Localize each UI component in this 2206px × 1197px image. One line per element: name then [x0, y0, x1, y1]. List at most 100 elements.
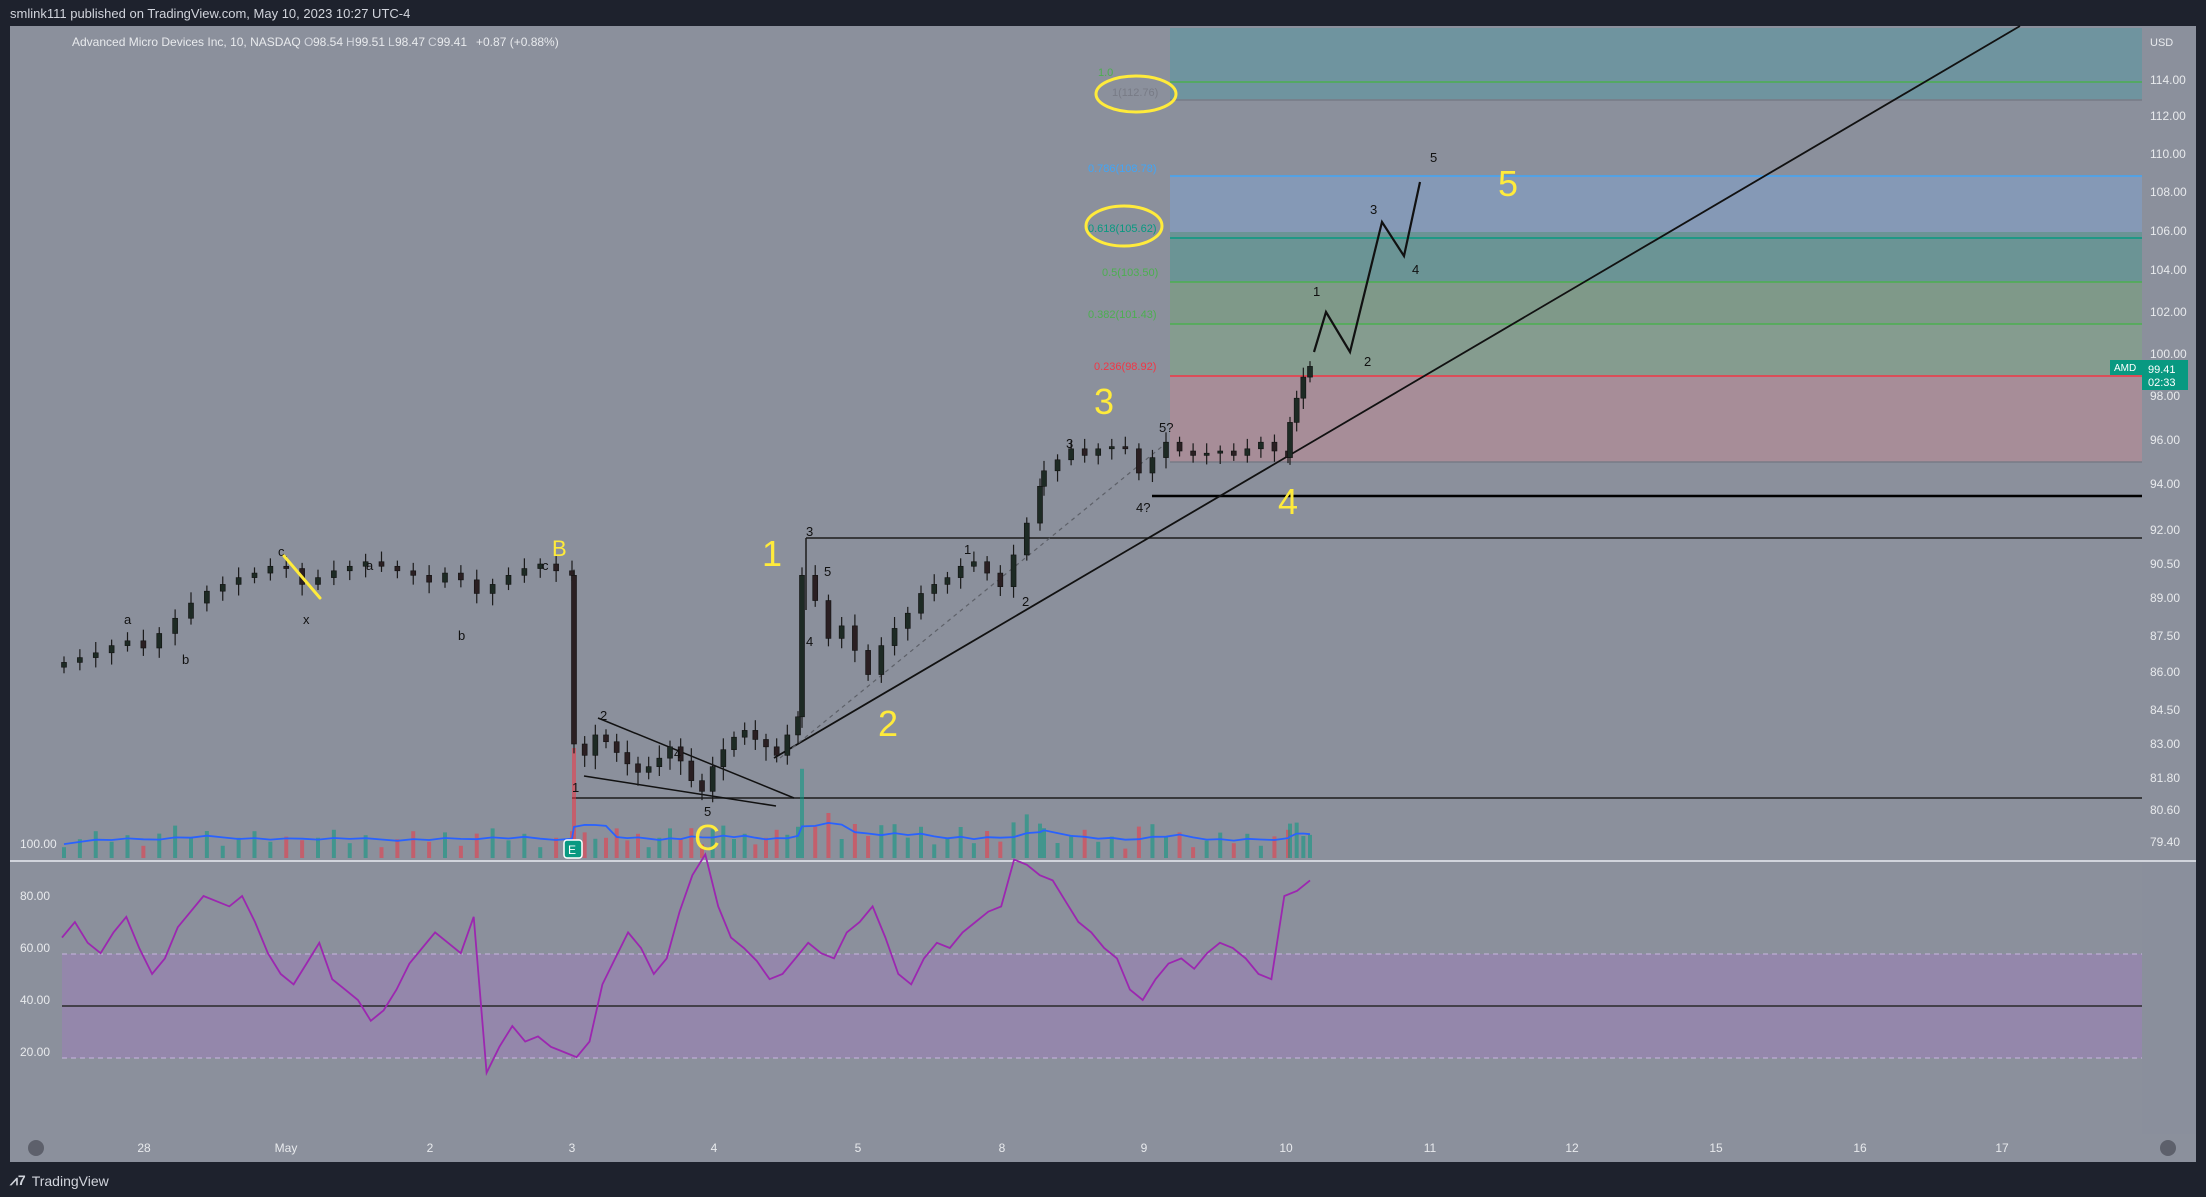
- rsi-scale[interactable]: 100.00 80.00 60.00 40.00 20.00: [20, 837, 57, 1059]
- candle-body: [489, 584, 496, 594]
- candle-body: [458, 572, 464, 581]
- candle-body: [1010, 554, 1017, 587]
- fib-label-618: 0.618(105.62): [1088, 223, 1157, 235]
- candle-body: [731, 736, 737, 750]
- volume-bar: [62, 847, 66, 858]
- volume-bar: [742, 833, 747, 858]
- yellow-slash-mark: [282, 554, 322, 600]
- volume-bar: [93, 831, 98, 858]
- tradingview-brand[interactable]: ⩘7 TradingView: [10, 1172, 109, 1189]
- time-axis-background[interactable]: [10, 1134, 2196, 1162]
- volume-bar: [443, 832, 447, 858]
- volume-bar: [1038, 823, 1042, 858]
- volume-bar: [347, 843, 352, 858]
- candle-body: [156, 633, 163, 649]
- volume-bar: [985, 831, 990, 858]
- time-tick-label: 16: [1853, 1141, 1867, 1155]
- volume-bar: [157, 833, 162, 858]
- volume-bar: [1191, 847, 1196, 858]
- time-tick-label: 9: [1141, 1141, 1148, 1155]
- volume-bar: [300, 840, 305, 858]
- volume-bar: [554, 837, 559, 858]
- volume-bar: [522, 833, 527, 858]
- time-axis[interactable]: 28 May 2 3 4 5 8 9 10 11 12 15 16 17: [137, 1141, 2009, 1155]
- fib-label-786: 0.786(108.78): [1088, 163, 1157, 175]
- fib-zone-5: [1170, 282, 2142, 324]
- candle-body: [1287, 422, 1293, 458]
- scroll-right-button[interactable]: [2160, 1140, 2176, 1156]
- candle-body: [1095, 448, 1102, 456]
- price-tick-label: 80.60: [2150, 803, 2180, 817]
- legend-h-label: H: [346, 35, 355, 49]
- time-tick-label: 28: [137, 1141, 151, 1155]
- candle-body: [613, 741, 620, 753]
- price-tick-label: 94.00: [2150, 477, 2180, 491]
- earnings-marker[interactable]: [563, 839, 583, 859]
- candle-body: [1037, 485, 1043, 524]
- volume-bar: [141, 845, 146, 858]
- candle-body: [1054, 459, 1061, 472]
- volume-bar: [852, 824, 857, 858]
- volume-bar: [866, 836, 871, 858]
- volume-bar: [593, 838, 598, 858]
- volume-bar: [173, 825, 178, 858]
- candle-body: [812, 575, 819, 601]
- candle-body: [878, 645, 885, 675]
- candle-body: [1122, 446, 1129, 450]
- candle-body: [235, 577, 242, 585]
- yellow-circle-target: [1094, 74, 1178, 114]
- price-pane[interactable]: [10, 26, 2142, 860]
- volume-bar: [646, 847, 651, 858]
- candle-body: [1244, 448, 1251, 456]
- candle-body: [1190, 450, 1196, 456]
- volume-bar: [800, 768, 804, 858]
- volume-bar: [189, 837, 193, 858]
- legend-change: +0.87 (+0.88%): [476, 35, 559, 49]
- bar-countdown: 02:33: [2148, 377, 2176, 389]
- wedge-upper: [597, 717, 795, 799]
- candle-body: [362, 561, 369, 567]
- candle-body: [931, 584, 938, 594]
- volume-bar: [236, 837, 241, 858]
- time-tick-label: 17: [1995, 1141, 2009, 1155]
- volume-bar: [363, 835, 368, 858]
- price-tick-label: 83.00: [2150, 737, 2180, 751]
- volume-bar: [1011, 822, 1016, 858]
- candles: [61, 361, 1313, 803]
- candle-body: [188, 602, 194, 619]
- price-tick-label: 110.00: [2150, 147, 2186, 161]
- volume-bar: [636, 833, 640, 858]
- scroll-left-button[interactable]: [28, 1140, 44, 1156]
- price-tick-label: 89.00: [2150, 591, 2180, 605]
- candle-body: [891, 628, 898, 646]
- volume-bar: [1218, 832, 1223, 858]
- volume-bar: [1301, 836, 1306, 858]
- price-tick-label: 96.00: [2150, 433, 2180, 447]
- volume-bar: [1096, 841, 1101, 858]
- handwritten-wave-b: B: [552, 536, 567, 561]
- price-scale[interactable]: 114.00 112.00 110.00 108.00 106.00 104.00 102.…: [2150, 73, 2187, 849]
- candle-body: [505, 575, 512, 585]
- price-scale-background[interactable]: [2142, 26, 2196, 860]
- volume-bar: [220, 845, 225, 858]
- candle-body: [219, 584, 226, 592]
- candle-body: [1300, 376, 1307, 399]
- candle-body: [1081, 448, 1088, 456]
- handwritten-wave-2: 2: [878, 703, 898, 744]
- volume-bar: [774, 829, 779, 858]
- wave-label-proj-3: 3: [1370, 202, 1377, 217]
- candle-body: [346, 565, 353, 572]
- candle-body: [944, 577, 951, 585]
- volume-bar: [1177, 832, 1182, 858]
- candle-body: [656, 757, 663, 767]
- candle-body: [1217, 450, 1224, 454]
- candle-body: [592, 734, 599, 756]
- time-tick-label: 4: [711, 1141, 718, 1155]
- volume-bar: [1288, 823, 1292, 858]
- candle-body: [92, 652, 99, 658]
- wave-label-2-wedge: 2: [600, 708, 607, 723]
- price-tick-label: 108.00: [2150, 185, 2187, 199]
- candle-body: [394, 565, 401, 572]
- price-tick-label: 106.00: [2150, 224, 2187, 238]
